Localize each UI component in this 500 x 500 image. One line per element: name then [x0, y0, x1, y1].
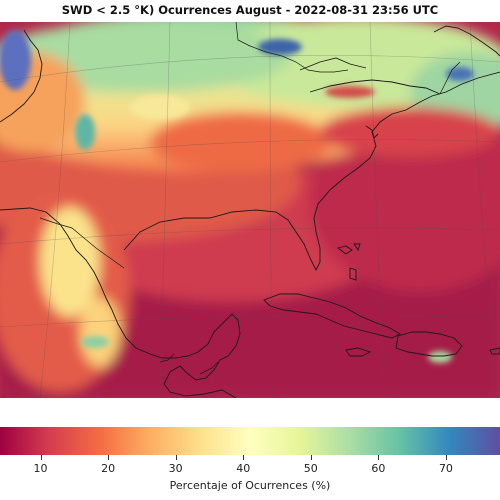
borders: [39, 22, 461, 375]
colorbar-tick: [445, 455, 447, 460]
colorbar-tick: [378, 455, 380, 460]
colorbar: [0, 427, 500, 455]
colorbar-tick-label: 10: [33, 462, 48, 475]
colorbar-tick: [108, 455, 110, 460]
detail-field: [0, 30, 474, 363]
heat-field: [0, 22, 500, 398]
colorbar-tick-label: 20: [101, 462, 116, 475]
colorbar-tick-label: 60: [371, 462, 386, 475]
colorbar-tick-label: 70: [438, 462, 453, 475]
map-canvas: [0, 22, 500, 398]
colorbar-tick-label: 30: [168, 462, 183, 475]
map-title: SWD < 2.5 °K) Ocurrences August - 2022-0…: [61, 3, 439, 17]
colorbar-tick: [175, 455, 177, 460]
colorbar-tick-label: 50: [303, 462, 318, 475]
map-panel: [0, 22, 500, 398]
colorbar-tick: [243, 455, 245, 460]
colorbar-label: Percentaje of Ocurrences (%): [169, 479, 331, 492]
colorbar-tick: [40, 455, 42, 460]
graticule: [0, 22, 500, 398]
colorbar-ticks: 10 20 30 40 50 60 70: [0, 455, 500, 483]
coastlines: [0, 25, 500, 398]
colorbar-tick: [310, 455, 312, 460]
colorbar-tick-label: 40: [236, 462, 251, 475]
